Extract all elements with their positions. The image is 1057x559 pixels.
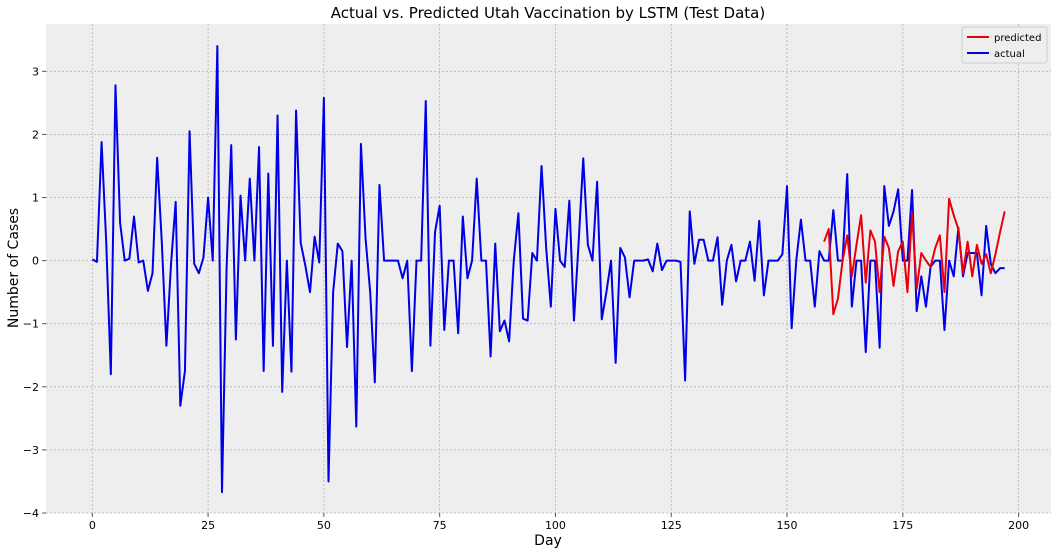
y-tick-label: −2 [23,381,39,394]
x-tick-label: 25 [201,519,215,532]
series-layer [91,45,1006,494]
y-tick-label: 1 [32,192,39,205]
legend: predicted actual [961,26,1048,64]
x-tick-label: 0 [89,519,96,532]
y-axis-label: Number of Cases [6,208,22,328]
y-tick-label: −1 [23,318,39,331]
x-tick-label: 50 [317,519,331,532]
legend-label-predicted: predicted [994,33,1041,44]
y-tick-label: −3 [23,444,39,457]
y-tick-label: −4 [23,507,39,520]
x-tick-label: 75 [433,519,447,532]
x-tick-label: 150 [777,519,798,532]
legend-label-actual: actual [994,49,1025,60]
x-tick-label: 200 [1008,519,1029,532]
x-axis-label: Day [534,533,562,549]
axes: 0 25 50 75 100 125 150 175 200 −4 −3 −2 −1 0 1 2 3 [23,65,1029,532]
y-tick-label: 3 [32,65,39,78]
x-tick-label: 175 [892,519,913,532]
y-tick-label: 0 [32,255,39,268]
series-line-predicted [823,197,1006,316]
y-tick-label: 2 [32,128,39,141]
series-line-actual [91,45,1005,494]
x-tick-label: 125 [661,519,682,532]
chart-title: Actual vs. Predicted Utah Vaccination by… [331,4,765,22]
x-tick-label: 100 [545,519,566,532]
